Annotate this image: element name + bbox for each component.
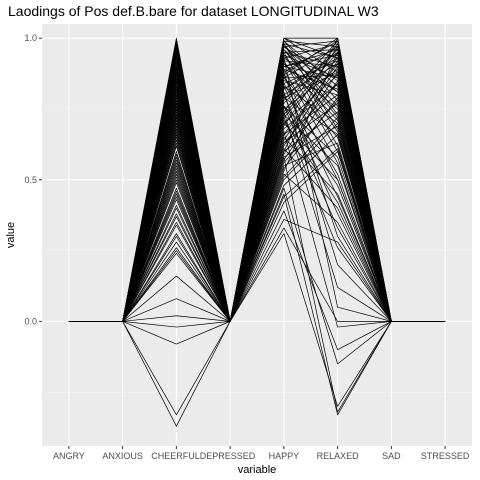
x-tick-label: SAD	[382, 451, 401, 461]
series-line	[68, 210, 446, 351]
y-axis-ticks: 0.0 0.5 1.0	[24, 33, 42, 326]
series-line	[68, 227, 446, 345]
major-gridlines	[42, 24, 472, 446]
x-tick-label: RELAXED	[317, 451, 360, 461]
x-axis-label: variable	[238, 464, 277, 476]
y-tick-label: 1.0	[24, 33, 37, 43]
x-tick-label: STRESSED	[421, 451, 470, 461]
series-line	[68, 219, 446, 322]
x-tick-label: HAPPY	[269, 451, 300, 461]
series-line	[68, 119, 446, 322]
y-axis-label: value	[5, 222, 17, 248]
x-axis-ticks: ANGRY ANXIOUS CHEERFULDEPRESSED HAPPY RELAXE…	[53, 446, 470, 461]
series-line	[68, 233, 446, 416]
series-line	[68, 117, 446, 322]
y-tick-label: 0.5	[24, 175, 37, 185]
x-tick-label: CHEERFULDEPRESSED	[151, 451, 256, 461]
series-line	[68, 193, 446, 416]
x-tick-label: ANGRY	[53, 451, 85, 461]
series-line	[68, 187, 446, 365]
chart-title: Laodings of Pos def.B.bare for dataset L…	[8, 3, 379, 19]
series-lines	[68, 37, 446, 427]
y-tick-label: 0.0	[24, 316, 37, 326]
x-tick-label: ANXIOUS	[102, 451, 143, 461]
